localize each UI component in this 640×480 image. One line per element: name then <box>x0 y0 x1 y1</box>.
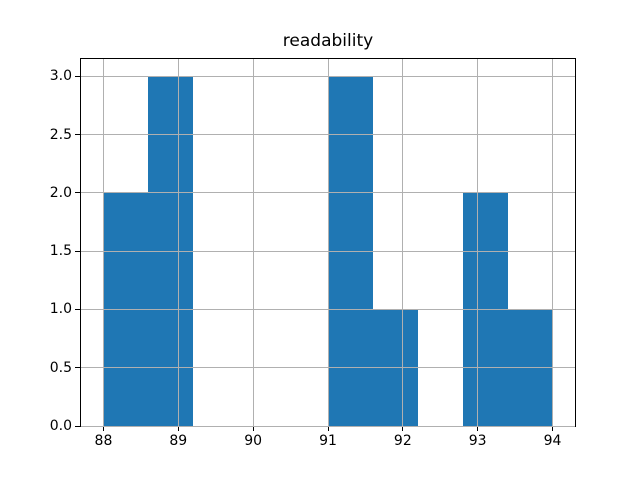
y-tick-mark <box>75 367 80 369</box>
grid-line-vertical <box>552 59 554 426</box>
x-tick-label: 89 <box>169 433 188 449</box>
x-tick-mark <box>327 427 329 431</box>
y-tick-label: 0.5 <box>49 359 72 376</box>
grid-line-horizontal <box>81 250 575 252</box>
grid-line-horizontal <box>81 192 575 194</box>
grid-line-vertical <box>102 59 104 426</box>
y-tick-mark <box>75 75 80 77</box>
x-tick-mark <box>477 427 479 431</box>
y-tick-label: 0.0 <box>49 418 72 434</box>
x-tick-label: 94 <box>543 433 562 449</box>
grid-line-vertical <box>402 59 404 426</box>
x-tick-mark <box>102 427 104 431</box>
y-tick-label: 1.0 <box>49 301 72 318</box>
grid-line-vertical <box>252 59 254 426</box>
y-tick-label: 3.0 <box>49 68 72 85</box>
x-tick-label: 90 <box>244 433 263 449</box>
y-tick-label: 1.5 <box>49 243 72 260</box>
x-tick-mark <box>252 427 254 431</box>
chart-title: readability <box>282 31 374 51</box>
y-tick-mark <box>75 308 80 310</box>
grid-line-vertical <box>327 59 329 426</box>
grid-line-vertical <box>477 59 479 426</box>
y-tick-mark <box>75 134 80 136</box>
grid-line-horizontal <box>81 425 575 427</box>
grid-line-horizontal <box>81 75 575 77</box>
x-tick-label: 92 <box>393 433 412 449</box>
x-tick-label: 91 <box>319 433 337 449</box>
y-tick-mark <box>75 250 80 252</box>
x-tick-mark <box>177 427 179 431</box>
grid-line-horizontal <box>81 308 575 310</box>
grid-line-vertical <box>177 59 179 426</box>
y-tick-label: 2.5 <box>49 126 72 143</box>
y-tick-mark <box>75 192 80 194</box>
plot-area <box>80 58 576 427</box>
grid-line-horizontal <box>81 367 575 369</box>
x-tick-label: 88 <box>94 433 113 449</box>
y-tick-mark <box>75 425 80 427</box>
x-tick-mark <box>402 427 404 431</box>
x-tick-label: 93 <box>468 433 487 449</box>
grid-line-horizontal <box>81 134 575 136</box>
x-tick-mark <box>552 427 554 431</box>
y-tick-label: 2.0 <box>49 184 72 201</box>
